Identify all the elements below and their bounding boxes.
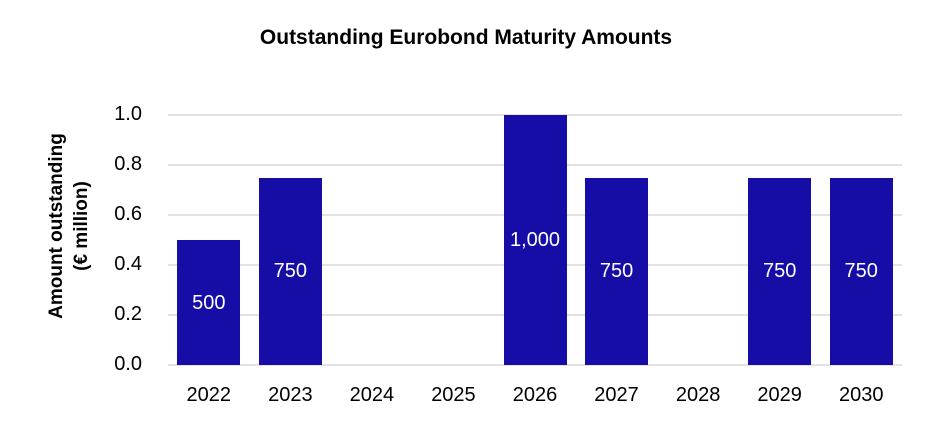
bar-value-label: 750 bbox=[599, 260, 634, 283]
y-tick-label: 0.6 bbox=[114, 203, 142, 225]
x-tick-label: 2026 bbox=[512, 384, 558, 406]
plot-area: 500 750 1,000 750 750 750 bbox=[168, 114, 902, 366]
gridline bbox=[168, 364, 902, 366]
bar-2023: 750 bbox=[258, 177, 322, 365]
y-tick-label: 0.2 bbox=[114, 303, 142, 325]
bar-2027: 750 bbox=[585, 177, 649, 365]
y-tick-label: 0.4 bbox=[114, 253, 142, 275]
y-tick-label: 0.0 bbox=[114, 353, 142, 375]
x-tick-label: 2024 bbox=[349, 384, 395, 406]
x-tick-label: 2030 bbox=[838, 384, 884, 406]
x-tick-label: 2027 bbox=[594, 384, 639, 406]
x-tick-label: 2029 bbox=[757, 384, 802, 406]
bar-value-label: 750 bbox=[844, 260, 878, 283]
bar-2022: 500 bbox=[177, 240, 241, 365]
bar-2029: 750 bbox=[748, 177, 812, 365]
chart-title: Outstanding Eurobond Maturity Amounts bbox=[259, 26, 673, 49]
bar-2026: 1,000 bbox=[503, 115, 567, 365]
bar-value-label: 1,000 bbox=[509, 229, 561, 251]
y-tick-label: 1.0 bbox=[114, 103, 142, 125]
y-tick-label: 0.8 bbox=[114, 153, 142, 175]
bar-value-label: 750 bbox=[273, 260, 308, 283]
x-tick-label: 2022 bbox=[186, 384, 232, 406]
bar-2030: 750 bbox=[829, 177, 893, 365]
bar-value-label: 750 bbox=[762, 260, 797, 283]
bar-value-label: 500 bbox=[192, 291, 226, 314]
x-tick-label: 2028 bbox=[675, 384, 721, 406]
x-tick-label: 2023 bbox=[268, 384, 313, 406]
x-tick-label: 2025 bbox=[431, 384, 476, 406]
